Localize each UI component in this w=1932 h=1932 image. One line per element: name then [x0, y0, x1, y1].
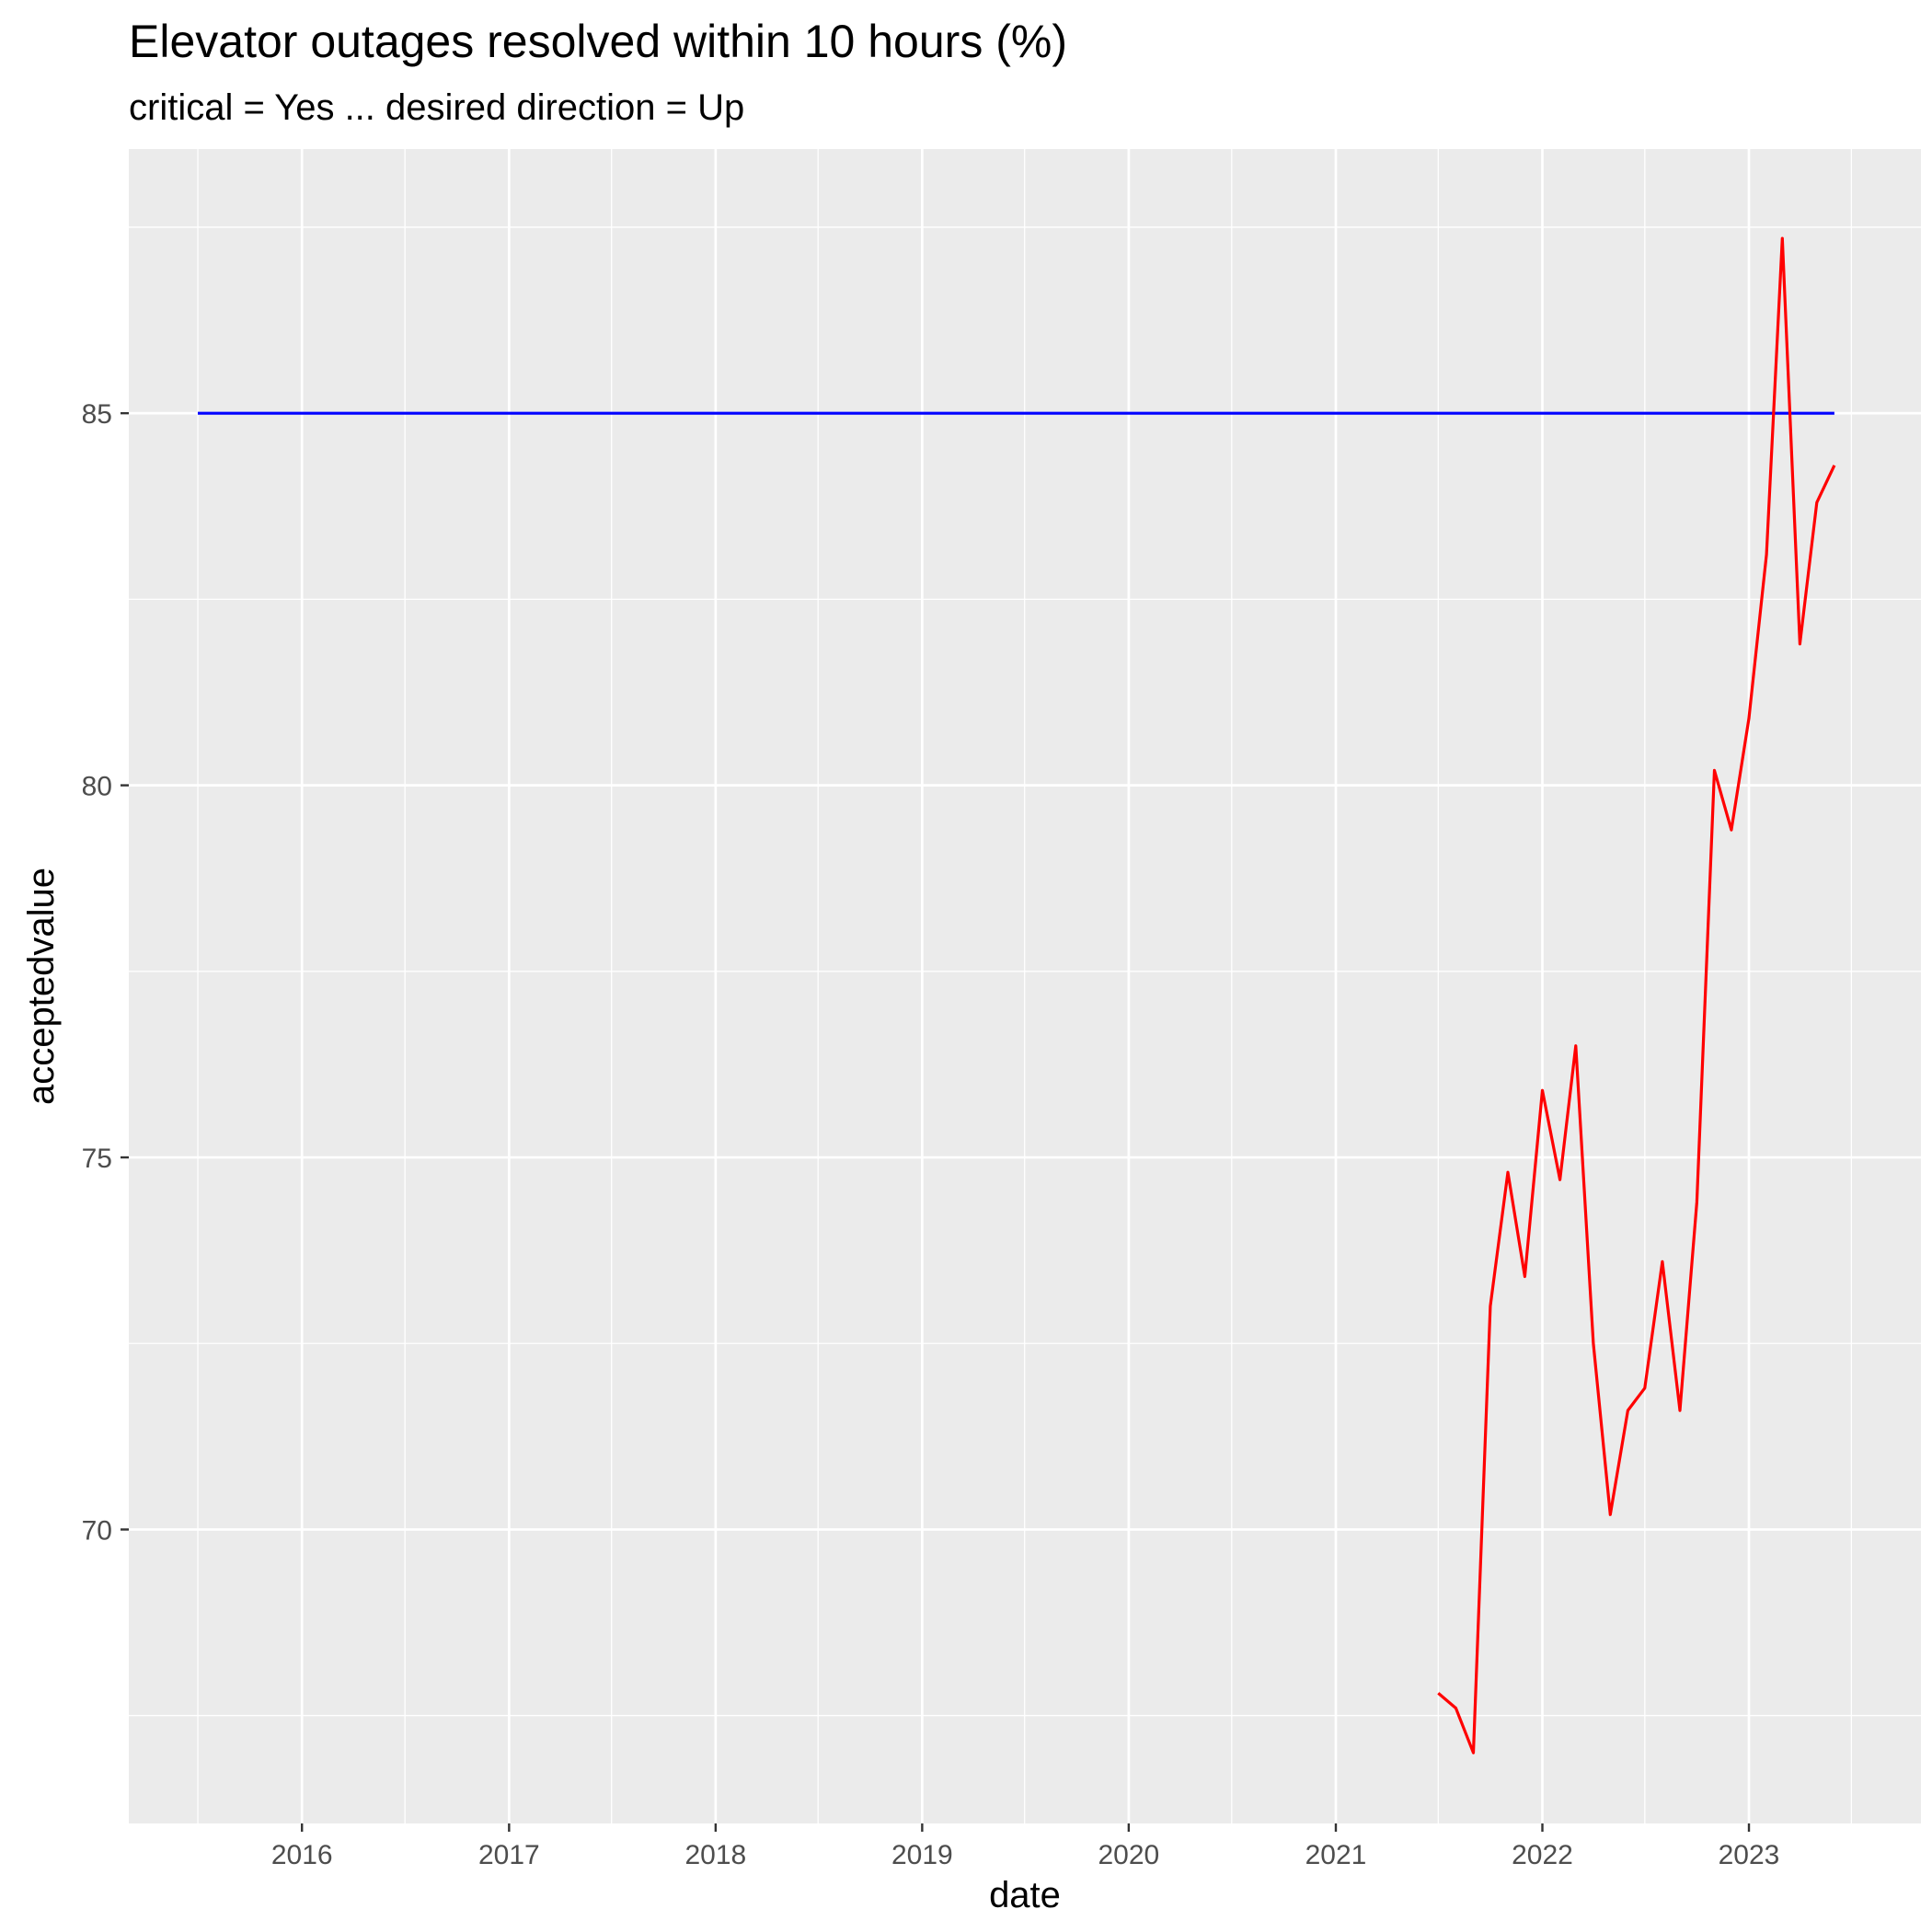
- x-axis-title: date: [989, 1875, 1061, 1915]
- y-axis-title: acceptedvalue: [21, 868, 62, 1105]
- y-tick-label: 70: [82, 1515, 112, 1546]
- y-axis: 70 75 80 85: [82, 399, 129, 1546]
- series-line-2: [1437, 236, 1836, 1754]
- series-layer: [198, 236, 1836, 1754]
- x-tick-label: 2023: [1719, 1840, 1780, 1870]
- y-tick-label: 75: [82, 1144, 112, 1174]
- x-tick-label: 2019: [891, 1840, 953, 1870]
- x-tick-label: 2018: [684, 1840, 746, 1870]
- x-tick-label: 2022: [1512, 1840, 1573, 1870]
- x-tick-label: 2021: [1305, 1840, 1367, 1870]
- x-axis: 2016 2017 2018 2019 2020 2021 2022 2023: [271, 1823, 1780, 1870]
- minor-gridlines: [129, 149, 1921, 1823]
- x-tick-label: 2020: [1098, 1840, 1159, 1870]
- x-tick-label: 2017: [478, 1840, 540, 1870]
- x-tick-label: 2016: [271, 1840, 333, 1870]
- y-tick-label: 85: [82, 399, 112, 430]
- chart-subtitle: critical = Yes ... desired direction = U…: [129, 87, 744, 128]
- chart-title: Elevator outages resolved within 10 hour…: [129, 16, 1067, 67]
- y-tick-label: 80: [82, 772, 112, 802]
